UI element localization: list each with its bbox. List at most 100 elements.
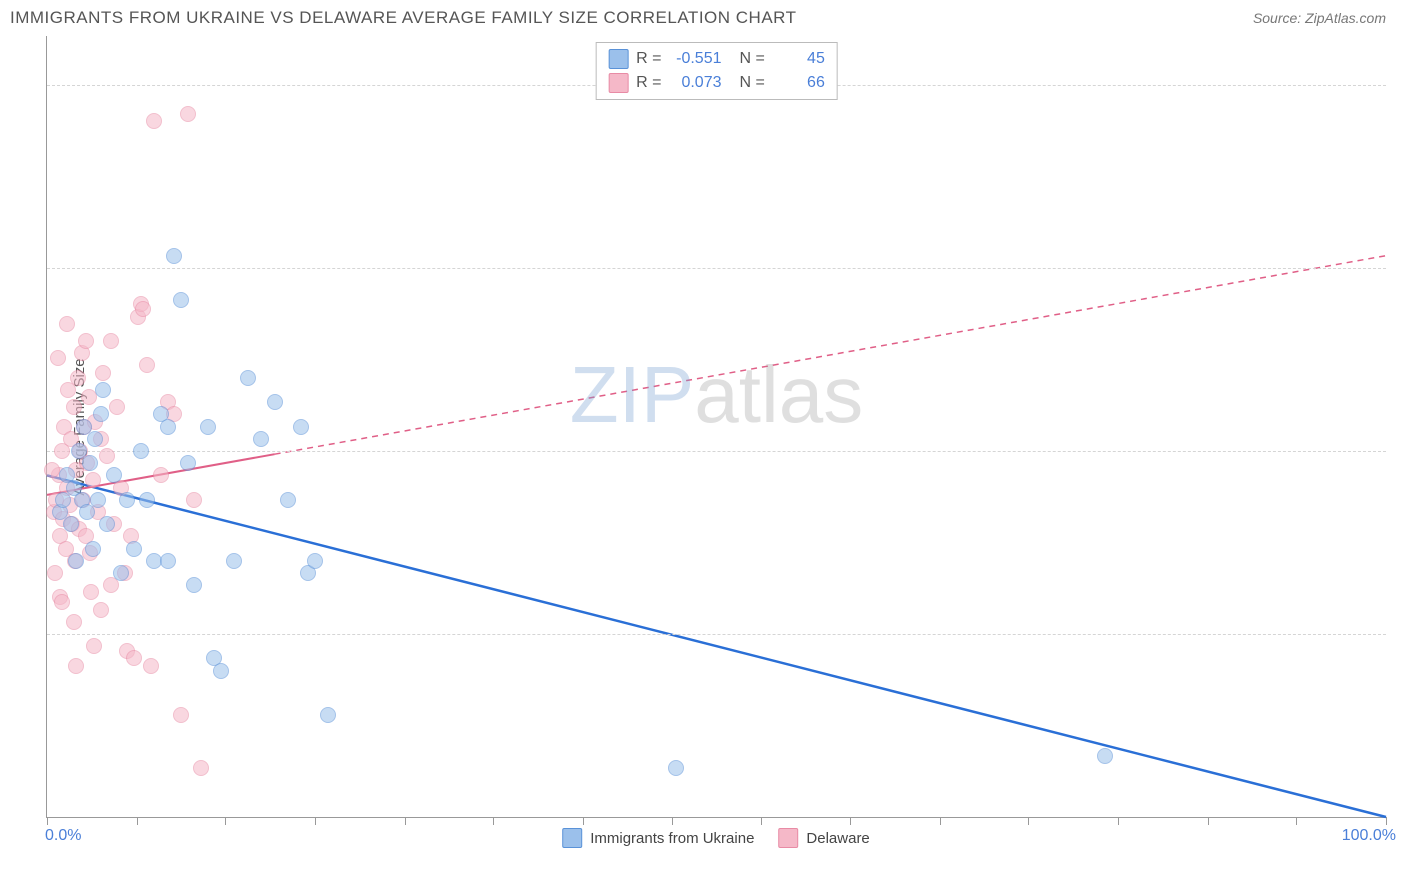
grid-line [47,268,1386,269]
x-tick [225,817,226,825]
trend-lines [47,36,1386,817]
legend-item: Immigrants from Ukraine [562,828,754,848]
data-point [109,399,125,415]
legend-swatch [608,49,628,69]
data-point [68,553,84,569]
r-label: R = [636,50,661,68]
data-point [193,760,209,776]
data-point [226,553,242,569]
data-point [186,492,202,508]
data-point [146,113,162,129]
data-point [126,650,142,666]
data-point [85,541,101,557]
data-point [103,333,119,349]
legend-swatch [778,828,798,848]
data-point [153,467,169,483]
x-tick [1028,817,1029,825]
legend-label: Delaware [806,830,869,847]
x-tick [761,817,762,825]
data-point [81,389,97,405]
data-point [180,455,196,471]
data-point [135,301,151,317]
x-tick [1208,817,1209,825]
grid-line [47,451,1386,452]
data-point [66,399,82,415]
legend-row: R =-0.551N =45 [608,47,825,71]
chart-container: Average Family Size ZIPatlas R =-0.551N … [46,36,1386,856]
source-attribution: Source: ZipAtlas.com [1253,10,1386,26]
data-point [139,492,155,508]
y-tick-label: 3.50 [1392,442,1406,460]
legend-swatch [608,73,628,93]
data-point [173,707,189,723]
data-point [143,658,159,674]
data-point [50,350,66,366]
n-value: 45 [773,50,825,68]
n-label: N = [740,74,765,92]
legend-row: R = 0.073 N = 66 [608,71,825,95]
x-tick [137,817,138,825]
data-point [133,443,149,459]
series-legend: Immigrants from Ukraine Delaware [562,828,870,848]
data-point [82,455,98,471]
correlation-legend: R = -0.551 N = 45 R = 0.073 N = 66 [595,42,838,100]
data-point [668,760,684,776]
y-tick-label: 4.25 [1392,259,1406,277]
data-point [90,492,106,508]
watermark-part1: ZIP [570,350,694,439]
x-tick [315,817,316,825]
data-point [293,419,309,435]
data-point [126,541,142,557]
data-point [44,462,60,478]
data-point [87,431,103,447]
x-tick [1386,817,1387,825]
data-point [280,492,296,508]
data-point [66,614,82,630]
y-tick-label: 2.75 [1392,625,1406,643]
r-value: -0.551 [670,50,722,68]
chart-title: IMMIGRANTS FROM UKRAINE VS DELAWARE AVER… [10,8,797,28]
data-point [160,553,176,569]
data-point [267,394,283,410]
legend-label: Immigrants from Ukraine [590,830,754,847]
data-point [180,106,196,122]
n-value: 66 [773,74,825,92]
x-tick [1118,817,1119,825]
x-tick [672,817,673,825]
data-point [86,638,102,654]
data-point [173,292,189,308]
data-point [83,584,99,600]
data-point [47,565,63,581]
data-point [160,419,176,435]
data-point [70,370,86,386]
x-tick [583,817,584,825]
data-point [253,431,269,447]
r-value: 0.073 [670,74,722,92]
watermark-part2: atlas [694,350,863,439]
data-point [85,472,101,488]
grid-line [47,634,1386,635]
data-point [99,516,115,532]
data-point [95,382,111,398]
x-tick [940,817,941,825]
r-label: R = [636,74,661,92]
data-point [54,594,70,610]
x-tick [850,817,851,825]
data-point [113,565,129,581]
data-point [68,658,84,674]
y-tick-label: 5.00 [1392,76,1406,94]
data-point [240,370,256,386]
data-point [1097,748,1113,764]
x-tick [405,817,406,825]
data-point [59,316,75,332]
data-point [320,707,336,723]
data-point [166,248,182,264]
data-point [106,467,122,483]
data-point [63,516,79,532]
watermark: ZIPatlas [570,349,863,441]
data-point [95,365,111,381]
x-tick [493,817,494,825]
data-point [139,357,155,373]
x-axis-min-label: 0.0% [45,827,81,845]
legend-swatch [562,828,582,848]
